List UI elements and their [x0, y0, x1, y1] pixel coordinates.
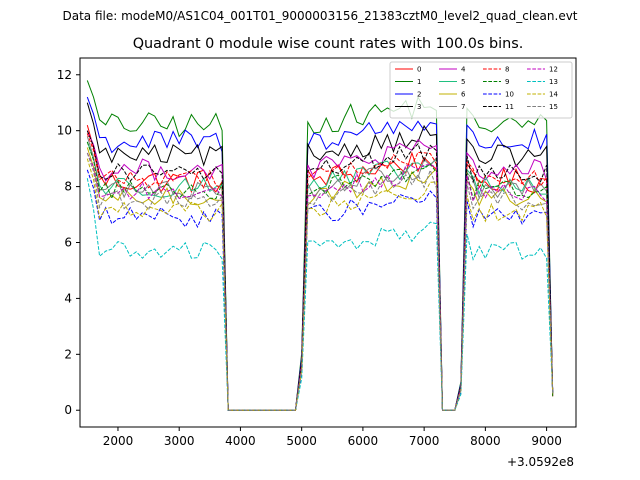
- y-axis: 0 2 4 6 8 10 12: [57, 68, 80, 417]
- series-line-6: [86, 147, 554, 411]
- legend-label-0: 0: [417, 66, 421, 74]
- chart-title: Quadrant 0 module wise count rates with …: [133, 36, 524, 52]
- y-tick-label: 10: [57, 124, 72, 138]
- series-line-7: [86, 136, 554, 411]
- x-tick-label: 3000: [164, 434, 195, 448]
- legend-label-10: 10: [505, 91, 514, 99]
- series-line-15: [86, 152, 554, 411]
- legend-label-8: 8: [505, 66, 509, 74]
- legend-label-2: 2: [417, 91, 421, 99]
- legend-label-6: 6: [461, 91, 466, 99]
- y-tick-label: 4: [64, 291, 72, 305]
- legend-label-15: 15: [549, 103, 558, 111]
- series-line-1: [86, 80, 554, 411]
- series-line-11: [86, 130, 554, 411]
- chart-suptitle: Data file: modeM0/AS1C04_001T01_90000031…: [62, 9, 577, 23]
- legend-label-3: 3: [417, 103, 421, 111]
- legend-label-5: 5: [461, 78, 465, 86]
- series-line-0: [86, 124, 554, 411]
- y-tick-label: 6: [64, 236, 72, 250]
- legend-label-11: 11: [505, 103, 514, 111]
- y-tick-label: 0: [64, 403, 72, 417]
- y-tick-label: 2: [64, 347, 72, 361]
- series-line-3: [86, 102, 554, 411]
- legend-box: [389, 61, 573, 119]
- x-tick-label: 6000: [348, 434, 379, 448]
- series-line-4: [86, 130, 554, 411]
- x-tick-label: 9000: [531, 434, 562, 448]
- y-tick-label: 12: [57, 68, 72, 82]
- legend-label-9: 9: [505, 78, 509, 86]
- series-line-14: [86, 158, 554, 411]
- x-tick-label: 5000: [286, 434, 317, 448]
- plot-area: [86, 80, 554, 411]
- legend-label-12: 12: [549, 66, 558, 74]
- legend-label-4: 4: [461, 66, 466, 74]
- legend-label-7: 7: [461, 103, 465, 111]
- legend-label-1: 1: [417, 78, 421, 86]
- x-axis: 2000 3000 4000 5000 6000 7000 8000 9000: [103, 427, 562, 448]
- series-line-8: [86, 133, 554, 411]
- series-line-9: [86, 141, 554, 411]
- x-tick-label: 8000: [470, 434, 501, 448]
- legend-label-14: 14: [549, 91, 558, 99]
- y-tick-label: 8: [64, 180, 72, 194]
- series-line-10: [86, 169, 554, 411]
- x-offset-label: +3.0592e8: [507, 455, 574, 469]
- series-line-13: [86, 178, 554, 411]
- series-line-12: [86, 152, 554, 411]
- x-tick-label: 4000: [225, 434, 256, 448]
- series-line-2: [86, 96, 554, 411]
- x-tick-label: 7000: [409, 434, 440, 448]
- x-tick-label: 2000: [103, 434, 134, 448]
- legend-label-13: 13: [549, 78, 558, 86]
